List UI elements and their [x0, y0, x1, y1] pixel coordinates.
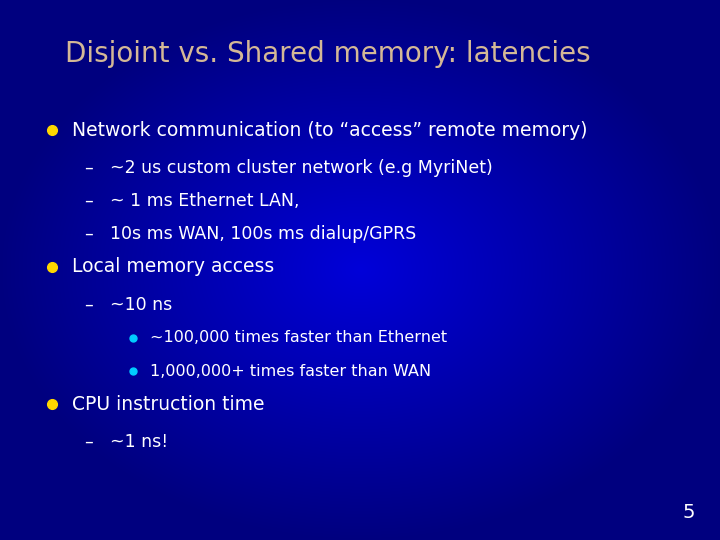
Text: Network communication (to “access” remote memory): Network communication (to “access” remot…	[72, 120, 588, 139]
Text: ~10 ns: ~10 ns	[110, 296, 172, 314]
Text: –: –	[84, 225, 93, 243]
Text: 10s ms WAN, 100s ms dialup/GPRS: 10s ms WAN, 100s ms dialup/GPRS	[110, 225, 416, 243]
Text: –: –	[84, 433, 93, 451]
Text: 5: 5	[683, 503, 695, 522]
Text: ~ 1 ms Ethernet LAN,: ~ 1 ms Ethernet LAN,	[110, 192, 300, 210]
Text: ~100,000 times faster than Ethernet: ~100,000 times faster than Ethernet	[150, 330, 447, 346]
Text: –: –	[84, 159, 93, 177]
Text: Local memory access: Local memory access	[72, 258, 274, 276]
Text: Disjoint vs. Shared memory: latencies: Disjoint vs. Shared memory: latencies	[65, 40, 590, 68]
Text: ~2 us custom cluster network (e.g MyriNet): ~2 us custom cluster network (e.g MyriNe…	[110, 159, 492, 177]
Text: –: –	[84, 296, 93, 314]
Text: CPU instruction time: CPU instruction time	[72, 395, 264, 414]
Text: –: –	[84, 192, 93, 210]
Text: 1,000,000+ times faster than WAN: 1,000,000+ times faster than WAN	[150, 363, 431, 379]
Text: ~1 ns!: ~1 ns!	[110, 433, 168, 451]
